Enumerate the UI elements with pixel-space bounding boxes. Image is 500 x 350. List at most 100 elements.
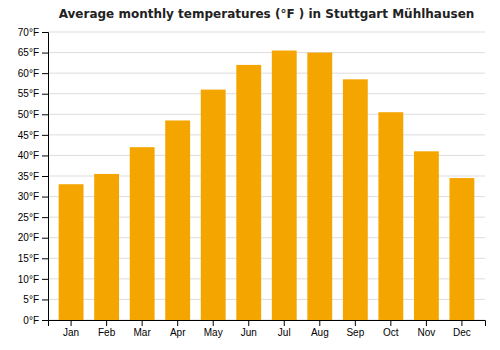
grid-line: [48, 114, 485, 115]
x-tick-label: Dec: [453, 327, 471, 338]
title: Average monthly temperatures (°F ) in St…: [59, 7, 475, 21]
y-tick-mark: [42, 238, 48, 239]
x-tick-mark: [426, 320, 427, 326]
bar: [449, 178, 474, 320]
y-tick-label: 25°F: [18, 212, 39, 223]
y-tick-mark: [42, 32, 48, 33]
y-tick-mark: [42, 94, 48, 95]
x-tick: Jan: [63, 320, 79, 338]
x-tick-mark: [461, 320, 462, 326]
y-tick: 40°F: [18, 150, 48, 161]
x-tick: Jun: [241, 320, 257, 338]
grid-line: [48, 52, 485, 53]
y-tick-label: 50°F: [18, 109, 39, 120]
x-tick-label: Oct: [383, 327, 399, 338]
x-tick-mark: [319, 320, 320, 326]
x-tick-label: Jun: [241, 327, 257, 338]
y-tick-mark: [42, 73, 48, 74]
bars: [59, 51, 475, 320]
x-tick-label: Feb: [98, 327, 116, 338]
y-axis-line: [42, 33, 49, 321]
y-tick: 65°F: [18, 47, 48, 58]
y-tick: 5°F: [23, 294, 48, 305]
y-tick: 25°F: [18, 212, 48, 223]
y-tick-mark: [42, 197, 48, 198]
x-tick-label: Mar: [134, 327, 152, 338]
x-tick-label: Apr: [170, 327, 186, 338]
x-tick: Jul: [278, 320, 291, 338]
grid-line: [48, 93, 485, 94]
y-tick-label: 20°F: [18, 232, 39, 243]
x-tick-mark: [248, 320, 249, 326]
y-tick-mark: [42, 135, 48, 136]
y-tick: 60°F: [18, 68, 48, 79]
y-tick-label: 40°F: [18, 150, 39, 161]
y-tick-label: 55°F: [18, 88, 39, 99]
y-tick: 0°F: [23, 315, 48, 326]
y-tick: 30°F: [18, 191, 48, 202]
x-tick-label: May: [204, 327, 223, 338]
bar: [130, 147, 155, 320]
bar: [59, 184, 84, 320]
y-tick-label: 70°F: [18, 27, 39, 38]
y-tick-label: 5°F: [23, 294, 39, 305]
x-tick-mark: [390, 320, 391, 326]
x-tick-mark: [355, 320, 356, 326]
y-tick-label: 65°F: [18, 47, 39, 58]
y-tick-mark: [42, 114, 48, 115]
x-tick: Apr: [170, 320, 186, 338]
bar: [414, 151, 439, 320]
chart: 0°F 5°F 10°F 15°F 20°F 25°F 30°F 35°F 40°F 45°F 50…: [0, 0, 500, 350]
y-tick-mark: [42, 53, 48, 54]
x-tick-label: Aug: [311, 327, 329, 338]
grid-line: [48, 134, 485, 135]
y-tick-label: 10°F: [18, 274, 39, 285]
y-tick-mark: [42, 176, 48, 177]
x-axis-line: [49, 321, 486, 327]
x-tick: Dec: [453, 320, 471, 338]
y-tick: 15°F: [18, 253, 48, 264]
x-tick: Nov: [417, 320, 435, 338]
y-tick-label: 60°F: [18, 68, 39, 79]
x-tick: Sep: [346, 320, 364, 338]
y-tick-mark: [42, 217, 48, 218]
y-tick-mark: [42, 258, 48, 259]
y-tick: 20°F: [18, 232, 48, 243]
x-tick: May: [204, 320, 223, 338]
y-tick: 35°F: [18, 171, 48, 182]
bar: [272, 51, 297, 320]
y-tick-label: 15°F: [18, 253, 39, 264]
x-tick-mark: [284, 320, 285, 326]
x-tick-mark: [142, 320, 143, 326]
x-tick-label: Jan: [63, 327, 79, 338]
x-tick: Feb: [98, 320, 116, 338]
x-tick-label: Jul: [278, 327, 291, 338]
bar: [378, 112, 403, 320]
x-axis: Jan Feb Mar Apr May Jun Jul Aug Sep Oct Nov Dec: [49, 320, 486, 338]
y-tick: 10°F: [18, 274, 48, 285]
x-tick: Oct: [383, 320, 399, 338]
y-tick-mark: [42, 320, 48, 321]
y-tick: 70°F: [18, 27, 48, 38]
y-tick: 50°F: [18, 109, 48, 120]
x-tick-label: Nov: [417, 327, 435, 338]
y-tick: 45°F: [18, 130, 48, 141]
y-tick-label: 35°F: [18, 171, 39, 182]
grid-line: [48, 32, 485, 33]
y-tick-label: 45°F: [18, 130, 39, 141]
grid-line: [48, 73, 485, 74]
x-tick-mark: [106, 320, 107, 326]
x-tick: Aug: [311, 320, 329, 338]
x-tick-label: Sep: [346, 327, 364, 338]
x-tick: Mar: [134, 320, 152, 338]
x-tick-mark: [213, 320, 214, 326]
x-tick-mark: [177, 320, 178, 326]
y-tick: 55°F: [18, 88, 48, 99]
y-axis: 0°F 5°F 10°F 15°F 20°F 25°F 30°F 35°F 40°F 45°F 50…: [18, 27, 49, 326]
bar: [94, 174, 119, 320]
y-tick-mark: [42, 299, 48, 300]
bar: [165, 120, 190, 320]
y-tick-label: 0°F: [23, 315, 39, 326]
y-tick-mark: [42, 279, 48, 280]
bar: [307, 53, 332, 320]
